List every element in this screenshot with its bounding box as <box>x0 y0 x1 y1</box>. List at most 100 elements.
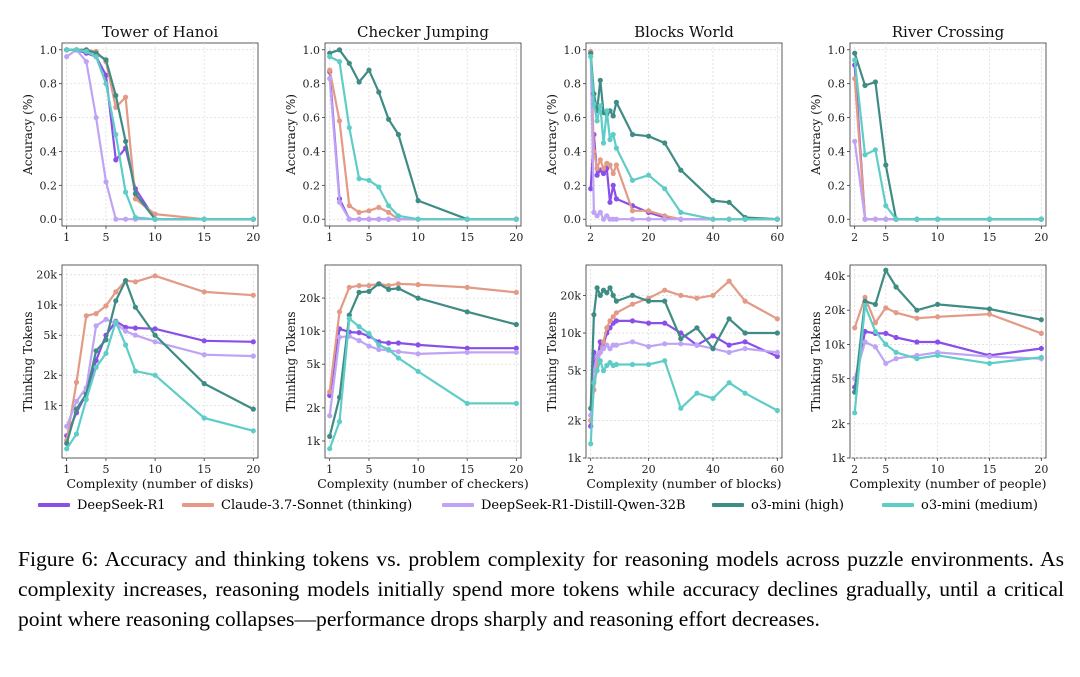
y-tick-label: 0.2 <box>303 179 321 192</box>
data-point <box>726 380 732 386</box>
legend-label-distill-qwen: DeepSeek-R1-Distill-Qwen-32B <box>481 497 686 513</box>
data-point <box>610 292 616 298</box>
data-point <box>152 332 158 338</box>
data-point <box>201 289 207 295</box>
data-point <box>852 50 858 56</box>
y-axis-label: Accuracy (%) <box>545 94 559 176</box>
data-point <box>914 356 920 362</box>
data-point <box>113 131 119 138</box>
data-point <box>986 306 993 312</box>
data-point <box>872 320 879 326</box>
data-point <box>726 342 732 348</box>
plot-frame <box>61 42 259 227</box>
x-tick-label: 20 <box>509 231 523 244</box>
x-tick-label: 10 <box>411 463 425 476</box>
x-tick-label: 10 <box>931 231 945 244</box>
y-tick-label: 40k <box>824 270 845 283</box>
data-point <box>123 328 129 334</box>
data-point <box>386 203 392 209</box>
data-point <box>597 209 603 215</box>
data-point <box>646 208 652 214</box>
data-point <box>893 216 899 222</box>
data-point <box>588 54 594 60</box>
data-point <box>710 333 716 339</box>
data-point <box>678 405 684 411</box>
legend-label-o3-mini-high: o3-mini (high) <box>751 497 845 513</box>
data-point <box>600 170 607 177</box>
data-point <box>710 395 716 401</box>
data-point <box>132 368 138 374</box>
data-point <box>597 103 603 109</box>
x-tick-label: 2 <box>851 231 858 244</box>
data-point <box>113 216 119 222</box>
y-tick-label: 0.8 <box>303 78 321 91</box>
data-point <box>395 340 401 346</box>
data-point <box>103 57 109 63</box>
panel-title-checker-jumping: Checker Jumping <box>357 23 489 41</box>
data-point <box>742 216 748 222</box>
data-point <box>610 314 616 320</box>
data-point <box>83 59 89 65</box>
data-point <box>64 440 70 446</box>
data-point <box>935 301 941 307</box>
data-point <box>742 346 748 352</box>
data-point <box>103 72 109 78</box>
y-tick-label: 0.8 <box>40 78 58 91</box>
x-tick-label: 20 <box>642 231 656 244</box>
data-point <box>152 326 158 332</box>
data-point <box>113 319 119 325</box>
data-point <box>73 47 80 53</box>
data-point <box>726 216 732 222</box>
data-point <box>513 321 519 328</box>
data-point <box>710 198 716 204</box>
data-point <box>594 353 600 359</box>
x-axis-label: Complexity (number of people) <box>850 476 1047 491</box>
data-point <box>250 406 256 412</box>
data-point <box>152 211 158 217</box>
legend: DeepSeek-R1 Claude-3.7-Sonnet (thinking)… <box>38 494 1068 516</box>
series-o3-mini-medium <box>327 316 519 452</box>
data-point <box>415 198 421 204</box>
data-point <box>742 330 748 336</box>
data-point <box>591 101 597 107</box>
x-tick-label: 5 <box>102 463 109 476</box>
data-point <box>1038 330 1044 336</box>
data-point <box>742 339 748 345</box>
data-point <box>201 381 207 387</box>
data-point <box>366 216 372 222</box>
data-point <box>694 342 700 348</box>
y-tick-label: 1.0 <box>40 44 58 57</box>
data-point <box>852 57 858 63</box>
data-point <box>64 54 70 60</box>
chart-panel-3: 0.0 0.2 0.4 0.6 0.8 1.0 2 20 40 60 Blocks World Acc… <box>545 23 784 244</box>
data-point <box>613 216 620 222</box>
data-point <box>376 89 382 95</box>
data-point <box>662 358 668 364</box>
y-tick-label: 2k <box>831 418 845 431</box>
data-point <box>594 118 600 124</box>
data-point <box>613 145 620 151</box>
series-o3-mini-medium <box>327 54 519 222</box>
data-point <box>464 284 470 290</box>
series-o3-mini-medium <box>64 319 256 452</box>
data-point <box>710 292 716 298</box>
data-point <box>678 216 684 222</box>
data-point <box>629 216 636 222</box>
data-point <box>327 446 333 452</box>
data-point <box>629 177 636 183</box>
data-point <box>613 99 620 105</box>
data-point <box>201 216 207 222</box>
data-point <box>346 125 352 131</box>
y-tick-label: 5k <box>43 329 57 342</box>
data-point <box>64 423 70 429</box>
plot-frame <box>324 42 522 227</box>
data-point <box>986 354 993 360</box>
series-o3-mini-high <box>588 285 780 411</box>
data-point <box>610 113 616 119</box>
data-point <box>513 289 519 295</box>
data-point <box>646 361 652 368</box>
data-point <box>395 213 401 219</box>
